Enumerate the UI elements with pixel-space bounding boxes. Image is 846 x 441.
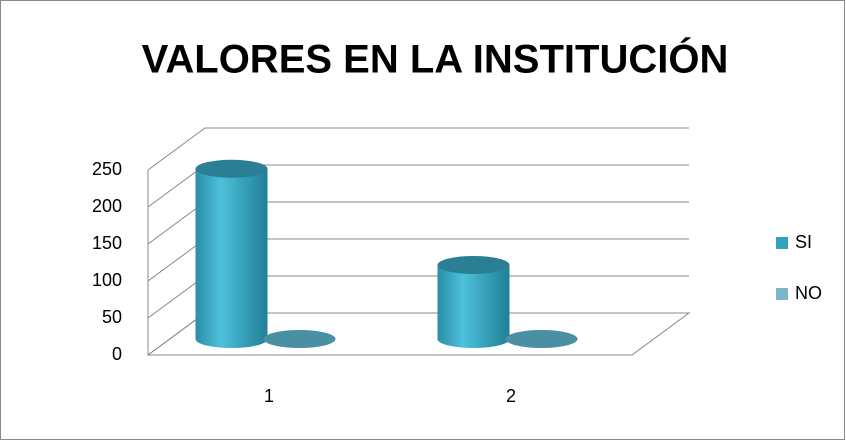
legend-label: NO [795,283,822,303]
bar [437,256,510,348]
y-tick-label: 100 [92,270,122,290]
x-tick-label: 2 [506,386,516,406]
y-tick-label: 50 [102,307,122,327]
bar [195,159,268,348]
bar [263,330,336,348]
y-tick-label: 200 [92,196,122,216]
x-tick-label: 1 [264,386,274,406]
legend-swatch [776,237,788,249]
chart-title: VALORES EN LA INSTITUCIÓN [142,36,729,82]
legend-swatch [776,288,788,300]
legend-label: SI [795,232,812,252]
bar [505,330,578,348]
y-tick-label: 150 [92,233,122,253]
grid-line [147,127,689,171]
y-tick-label: 0 [112,344,122,364]
y-tick-label: 250 [92,159,122,179]
